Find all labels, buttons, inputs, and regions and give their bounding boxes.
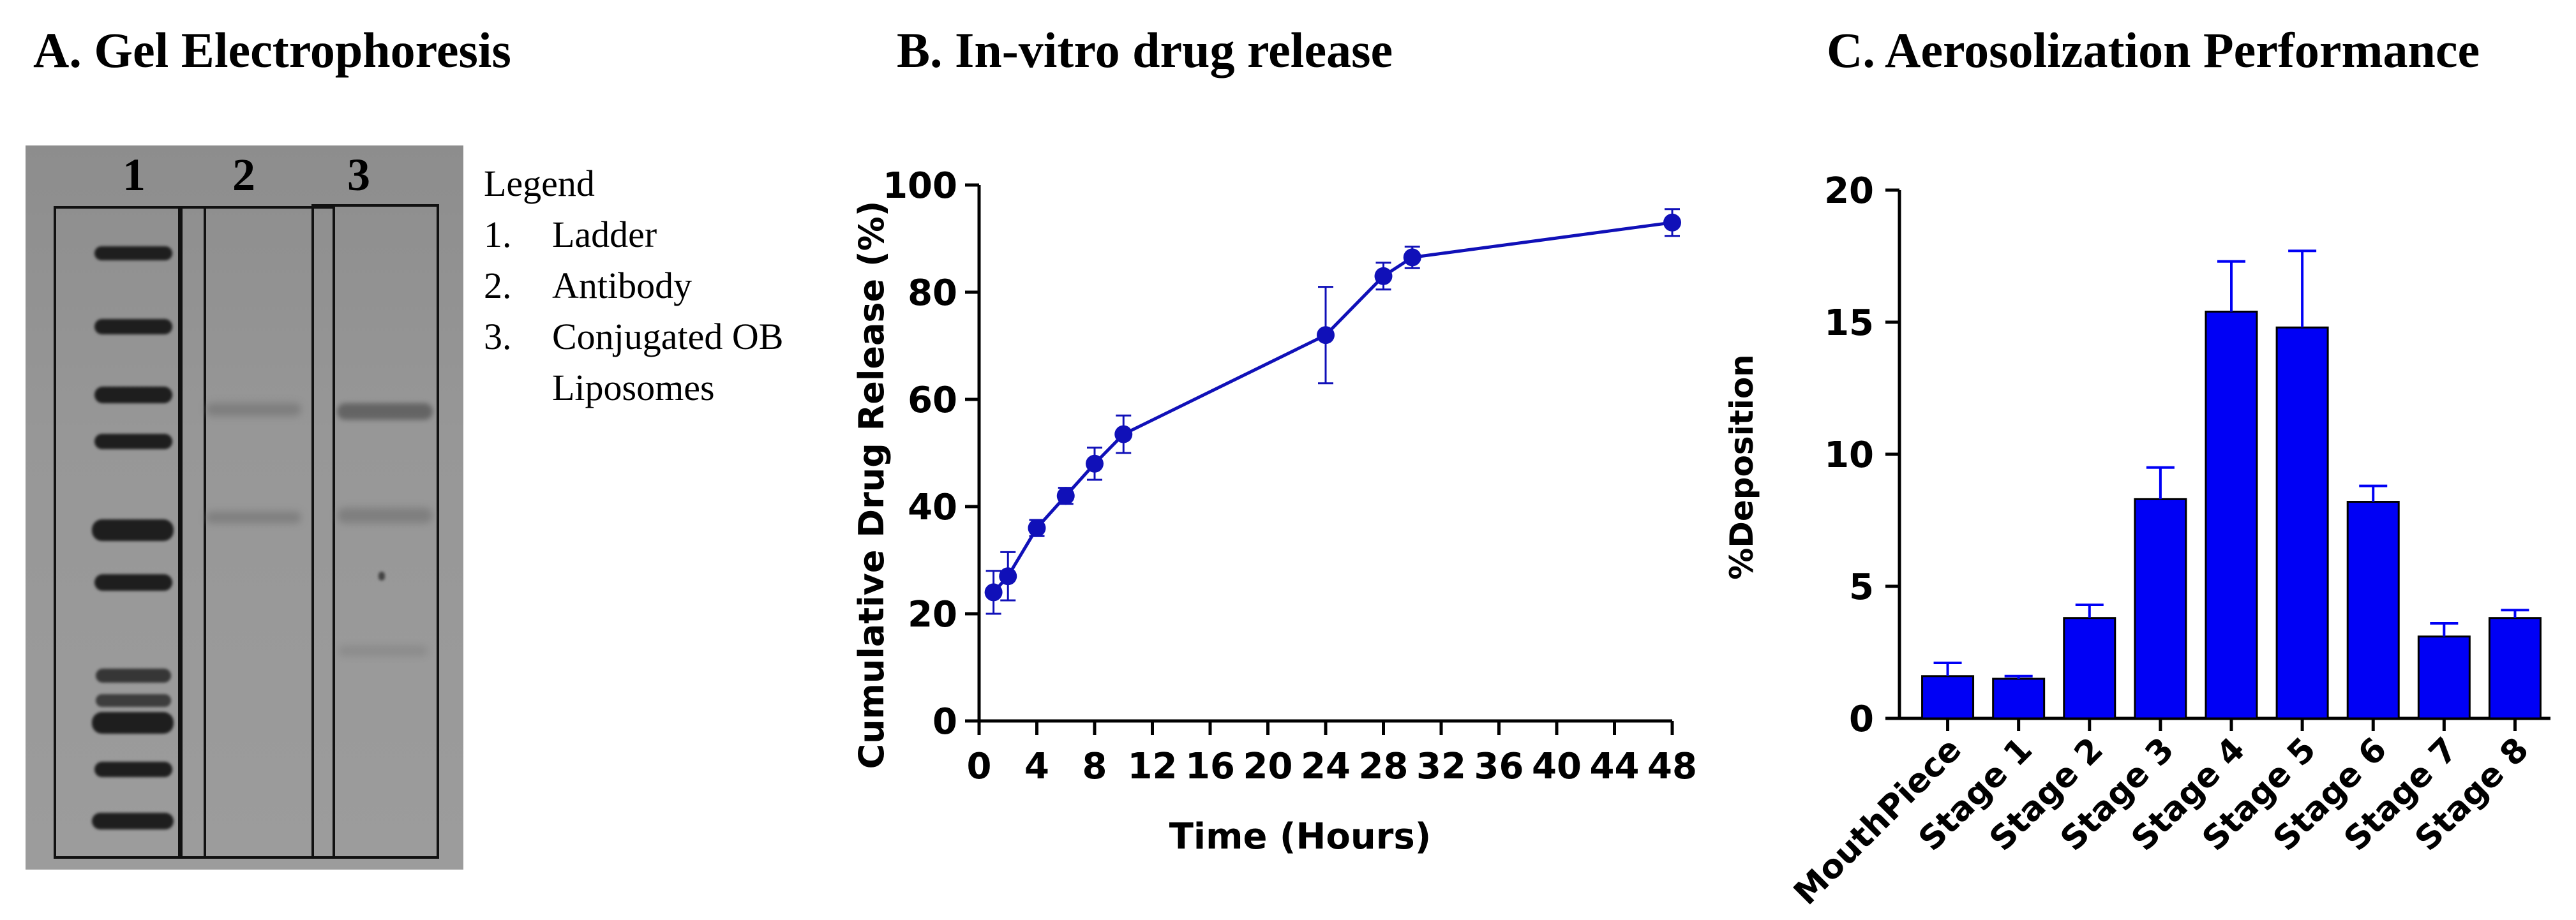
y-tick-label: 15 [1824,302,1874,344]
data-point [1086,454,1104,473]
deposition-bar [2063,617,2116,720]
x-tick-label: 12 [1128,746,1178,787]
y-tick-label: 0 [1849,699,1874,740]
x-tick-label: 20 [1243,746,1293,787]
x-tick-label: 24 [1301,746,1351,787]
lane-2-box [178,206,335,859]
lane-3-box [311,204,439,859]
gel-legend: Legend 1. Ladder 2. Antibody 3. Conjugat… [484,158,783,413]
legend-item-antibody: Antibody [552,265,693,306]
y-tick-label: 20 [1824,170,1874,212]
x-tick-label: 48 [1647,746,1697,787]
data-point [999,567,1017,586]
data-point [984,583,1003,602]
x-tick-label: 36 [1474,746,1524,787]
x-tick-label: 4 [1024,746,1049,787]
ladder-band [94,434,172,449]
deposition-bar [2205,310,2258,720]
y-tick-label: 60 [908,380,957,421]
x-tick-label: 40 [1532,746,1582,787]
y-tick-label: 10 [1824,434,1874,476]
ladder-band [94,762,172,777]
y-tick-label: 5 [1849,567,1874,608]
y-tick-label: 40 [908,487,957,528]
ladder-band [94,574,172,591]
data-point [1056,487,1075,505]
gel-speck [378,572,385,581]
y-tick-label: 20 [908,594,957,635]
x-axis-label: Time (Hours) [1169,816,1432,857]
ladder-band [92,813,174,829]
legend-heading: Legend [484,163,595,204]
deposition-bar [1921,675,1975,720]
ladder-band [94,387,172,403]
x-tick-label: 0 [967,746,992,787]
data-point [1028,519,1046,537]
antibody-band [206,512,301,523]
deposition-bar [2417,635,2471,720]
deposition-bar [2346,501,2400,720]
legend-item-conjugated-line2: Liposomes [552,367,715,408]
y-tick-label: 0 [932,701,957,743]
deposition-bar [1992,678,2046,720]
deposition-bar [2488,617,2542,720]
antibody-band [206,403,301,416]
release-series-line [992,221,1673,594]
lane-1-box [54,206,206,859]
x-tick-label: 8 [1082,746,1107,787]
legend-item-number: 1. [484,214,512,255]
release-panel-title: B. In-vitro drug release [897,22,1393,78]
legend-item-conjugated: Conjugated OB [552,316,784,357]
conjugate-band [337,403,433,420]
data-point [1663,213,1681,232]
lane-number-1: 1 [123,149,146,200]
y-axis-label: Cumulative Drug Release (%) [851,201,892,769]
x-tick-label: 16 [1185,746,1235,787]
ladder-band [92,712,174,734]
ladder-band [96,694,171,707]
deposition-bar [2134,498,2187,720]
data-point [1403,248,1421,267]
lane-number-2: 2 [232,149,255,200]
ladder-band [96,669,171,683]
legend-item-number: 2. [484,265,512,306]
ladder-band [94,319,172,334]
y-axis-label: %Deposition [1723,354,1760,580]
data-point [1374,267,1393,285]
x-tick-label: 28 [1359,746,1409,787]
data-point [1114,425,1133,443]
aerosol-panel-title: C. Aerosolization Performance [1827,22,2480,78]
deposition-bar [2275,326,2329,720]
legend-item-ladder: Ladder [552,214,657,255]
ladder-band [92,519,174,541]
conjugate-band [338,646,428,656]
gel-image: 1 2 3 [26,145,463,870]
y-tick-label: 80 [908,272,957,314]
x-tick-label: 32 [1416,746,1466,787]
gel-panel-title: A. Gel Electrophoresis [33,22,511,78]
y-tick-label: 100 [883,165,957,207]
legend-item-number: 3. [484,316,512,357]
data-point [1317,326,1335,345]
lane-number-3: 3 [347,149,370,200]
conjugate-band [337,508,433,523]
ladder-band [94,246,172,260]
x-tick-label: 44 [1590,746,1640,787]
